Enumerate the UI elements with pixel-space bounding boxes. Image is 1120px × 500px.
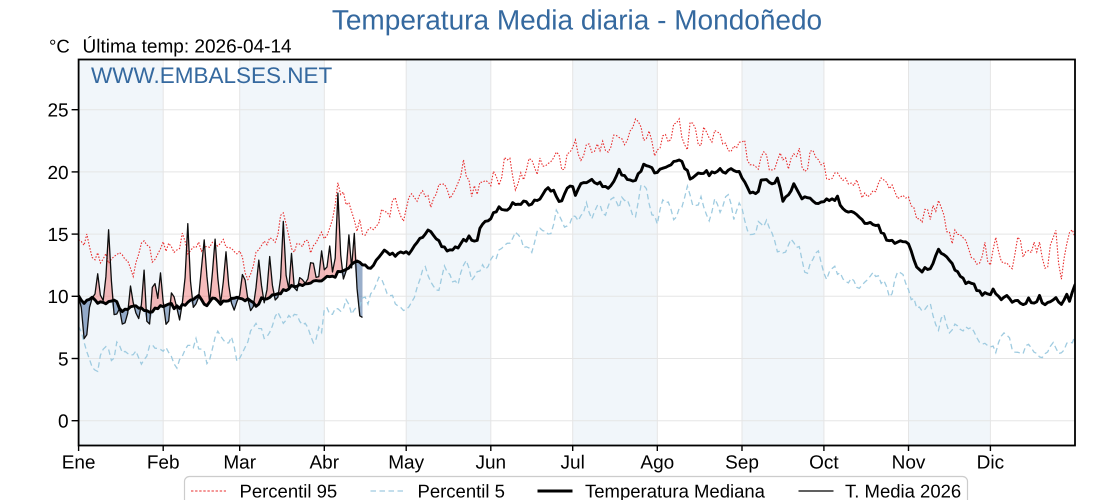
svg-text:Oct: Oct <box>809 453 839 474</box>
svg-text:5: 5 <box>58 349 69 370</box>
svg-text:15: 15 <box>47 225 68 246</box>
svg-text:°C: °C <box>49 36 70 57</box>
svg-text:T. Media 2026: T. Media 2026 <box>845 481 961 500</box>
svg-text:WWW.EMBALSES.NET: WWW.EMBALSES.NET <box>91 63 333 88</box>
svg-text:Percentil 5: Percentil 5 <box>418 481 505 500</box>
svg-text:Última temp: 2026-04-14: Última temp: 2026-04-14 <box>83 36 293 58</box>
svg-text:Ago: Ago <box>640 453 674 474</box>
svg-text:0: 0 <box>58 412 69 433</box>
svg-text:25: 25 <box>47 101 68 122</box>
svg-text:10: 10 <box>47 287 68 308</box>
svg-text:May: May <box>388 453 424 474</box>
svg-text:Ene: Ene <box>62 453 96 474</box>
svg-text:Nov: Nov <box>892 453 926 474</box>
svg-text:Mar: Mar <box>223 453 256 474</box>
svg-text:Sep: Sep <box>725 453 759 474</box>
svg-text:Jun: Jun <box>475 453 506 474</box>
svg-text:Feb: Feb <box>147 453 180 474</box>
svg-text:Temperatura Mediana: Temperatura Mediana <box>585 481 766 500</box>
svg-text:Dic: Dic <box>977 453 1004 474</box>
svg-text:Temperatura Media diaria - Mon: Temperatura Media diaria - Mondoñedo <box>332 5 822 36</box>
svg-text:Abr: Abr <box>310 453 340 474</box>
svg-text:Jul: Jul <box>561 453 585 474</box>
svg-text:Percentil 95: Percentil 95 <box>240 481 338 500</box>
svg-text:20: 20 <box>47 163 68 184</box>
